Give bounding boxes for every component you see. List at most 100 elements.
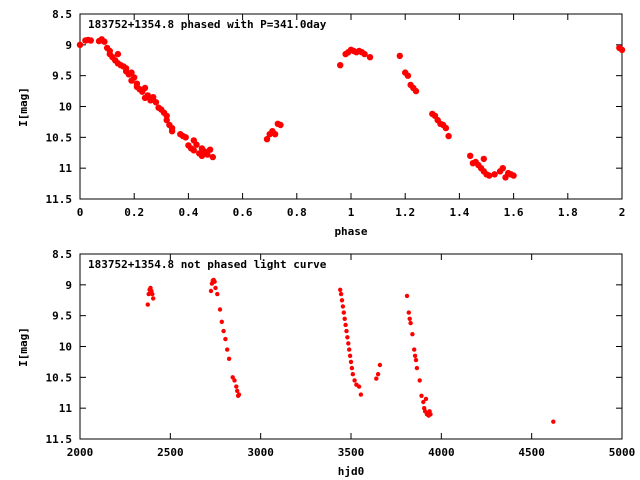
y-tick-label: 8.5: [52, 8, 72, 21]
data-point: [343, 322, 348, 328]
data-point: [144, 92, 151, 99]
data-point: [486, 172, 493, 179]
y-tick-label: 9.5: [52, 70, 72, 83]
y-tick-label: 10: [59, 101, 72, 114]
y-axis-ticks: 8.5 9 9.5 10 10.5 11 11.5: [46, 248, 622, 446]
y-tick-label: 11: [59, 162, 73, 175]
data-point: [215, 291, 220, 297]
data-point: [345, 335, 350, 340]
x-tick-label: 1: [348, 206, 355, 219]
data-point: [206, 146, 214, 153]
x-tick-label: 0.4: [178, 206, 198, 219]
data-point: [423, 396, 429, 402]
data-point: [404, 72, 412, 79]
plot-frame: [79, 253, 623, 440]
x-tick-label: 0: [77, 206, 84, 219]
data-point: [101, 38, 108, 45]
x-tick-label: 1.6: [504, 206, 524, 219]
data-point: [212, 279, 217, 284]
data-point: [232, 378, 237, 383]
data-point: [406, 310, 411, 315]
data-point: [213, 285, 218, 291]
x-tick-label: 2000: [67, 446, 94, 459]
data-point: [209, 153, 216, 161]
x-tick-label: 1.8: [558, 206, 578, 219]
x-tick-label: 2: [619, 206, 626, 219]
y-axis-ticks: 8.5 9 9.5 10 10.5 11 11.5: [46, 8, 622, 206]
data-point: [374, 376, 379, 381]
data-point: [263, 136, 271, 143]
data-point: [412, 347, 417, 352]
data-point: [151, 296, 156, 301]
y-tick-label: 10: [59, 341, 72, 354]
x-tick-label: 3500: [338, 446, 365, 459]
y-tick-label: 11.5: [46, 433, 73, 446]
x-tick-label: 3000: [247, 446, 274, 459]
data-point: [347, 347, 352, 352]
data-point: [349, 365, 355, 371]
data-point: [413, 357, 419, 363]
data-point: [618, 46, 626, 53]
data-point: [182, 134, 189, 141]
x-tick-label: 0.6: [233, 206, 253, 219]
data-point: [414, 365, 420, 371]
data-point: [346, 341, 351, 346]
data-point: [168, 128, 176, 135]
data-point: [412, 87, 420, 95]
data-point: [339, 298, 345, 303]
data-point: [407, 316, 412, 321]
y-tick-label: 9: [65, 279, 72, 292]
data-point: [338, 287, 343, 292]
data-points: [145, 277, 556, 424]
data-point: [223, 336, 228, 342]
data-point: [358, 392, 364, 397]
data-point: [352, 378, 357, 383]
y-axis-label: I[mag]: [17, 327, 30, 367]
data-points: [76, 36, 626, 181]
data-point: [377, 362, 383, 368]
y-tick-label: 11: [59, 402, 73, 415]
x-tick-label: 4500: [518, 446, 545, 459]
x-tick-label: 0.8: [287, 206, 307, 219]
data-point: [551, 419, 556, 424]
data-point: [340, 304, 346, 309]
data-point: [467, 152, 474, 159]
data-point: [442, 124, 450, 132]
data-point: [421, 399, 426, 405]
data-point: [150, 94, 157, 101]
phased-light-curve-panel: 0 0.2 0.4 0.6 0.8 1 1.2 1.4 1.6 1.8 2 8.5 9 9.5 10 10.…: [17, 8, 625, 238]
chart-title: 183752+1354.8 not phased light curve: [88, 258, 327, 271]
data-point: [236, 392, 242, 397]
data-point: [163, 116, 170, 124]
data-point: [150, 291, 155, 297]
data-point: [146, 291, 151, 297]
data-point: [396, 52, 403, 60]
data-point: [217, 307, 223, 312]
data-point: [225, 347, 230, 352]
x-tick-label: 0.2: [124, 206, 144, 219]
data-point: [193, 141, 200, 148]
data-point: [510, 172, 517, 179]
data-point: [226, 356, 232, 361]
y-tick-label: 10.5: [46, 131, 73, 144]
data-point: [219, 319, 224, 324]
data-point: [338, 291, 344, 297]
data-point: [445, 132, 452, 140]
data-point: [408, 320, 413, 326]
data-point: [356, 384, 362, 389]
y-axis-label: I[mag]: [17, 87, 30, 127]
data-point: [76, 41, 84, 48]
data-point: [417, 378, 422, 383]
x-tick-label: 4000: [428, 446, 455, 459]
data-point: [499, 165, 506, 172]
x-tick-label: 5000: [609, 446, 636, 459]
data-point: [410, 332, 415, 337]
data-point: [348, 359, 354, 365]
data-point: [277, 121, 284, 129]
data-point: [152, 99, 160, 106]
data-point: [114, 50, 122, 58]
data-point: [342, 316, 347, 321]
x-axis-label: hjd0: [338, 465, 365, 478]
data-point: [235, 388, 240, 394]
